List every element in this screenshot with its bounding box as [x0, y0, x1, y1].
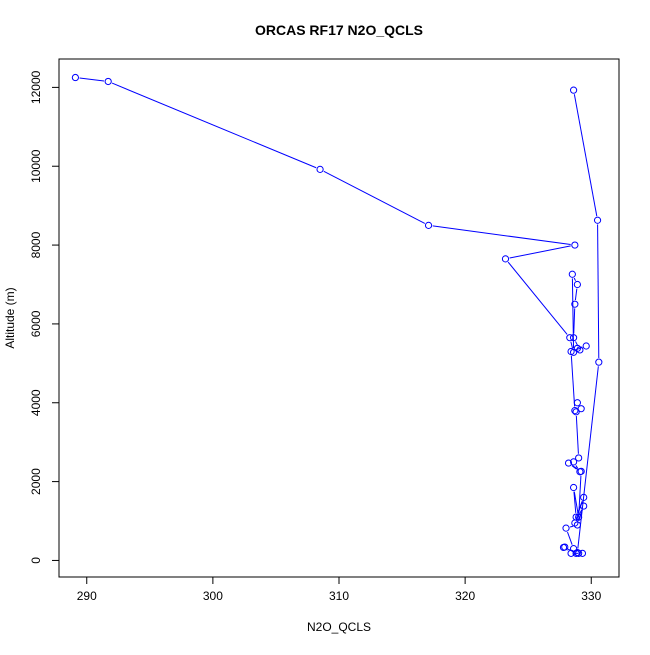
data-point [563, 525, 569, 531]
y-axis: 0 2000 4000 6000 8000 10000 12000 [29, 70, 59, 563]
data-point [570, 484, 576, 490]
series-segment [574, 278, 575, 281]
series-segment [574, 308, 575, 333]
series-segment [578, 366, 599, 548]
series-segment [508, 262, 567, 334]
data-point [596, 359, 602, 365]
data-point [72, 74, 78, 80]
y-tick-label: 6000 [29, 310, 43, 337]
data-point [105, 78, 111, 84]
series-segment [571, 342, 573, 348]
data-point [574, 281, 580, 287]
series-segment [571, 356, 574, 407]
y-tick-label: 0 [29, 557, 43, 564]
x-tick-label: 310 [329, 589, 349, 603]
series-segment [112, 83, 316, 168]
chart-title: ORCAS RF17 N2O_QCLS [255, 22, 423, 38]
series-segment [510, 246, 571, 258]
y-tick-label: 2000 [29, 468, 43, 495]
y-tick-label: 12000 [29, 70, 43, 104]
series-segment [324, 171, 425, 223]
series-segment [598, 224, 599, 358]
series-segment [574, 94, 596, 216]
x-tick-label: 300 [203, 589, 223, 603]
y-tick-label: 8000 [29, 231, 43, 258]
series-segment [575, 347, 582, 350]
y-axis-label: Altitude (m) [3, 287, 17, 348]
data-point [569, 271, 575, 277]
y-tick-label: 10000 [29, 149, 43, 183]
x-axis: 290 300 310 320 330 [77, 577, 602, 603]
series-layer [72, 74, 602, 556]
data-point [581, 503, 587, 509]
x-tick-label: 290 [77, 589, 97, 603]
series-segment [567, 532, 572, 545]
x-tick-label: 320 [455, 589, 475, 603]
y-tick-label: 4000 [29, 389, 43, 416]
series-segment [80, 78, 104, 81]
data-point [425, 222, 431, 228]
x-tick-label: 330 [581, 589, 601, 603]
x-axis-label: N2O_QCLS [307, 620, 371, 634]
data-point [317, 166, 323, 172]
data-point [583, 343, 589, 349]
series-segment [575, 289, 576, 300]
series-segment [433, 226, 571, 245]
data-point [594, 217, 600, 223]
data-point [570, 87, 576, 93]
series-segment [570, 526, 573, 527]
data-point [574, 400, 580, 406]
data-point [572, 242, 578, 248]
series-segment [576, 416, 578, 454]
data-point [502, 256, 508, 262]
plot-frame [59, 59, 619, 577]
